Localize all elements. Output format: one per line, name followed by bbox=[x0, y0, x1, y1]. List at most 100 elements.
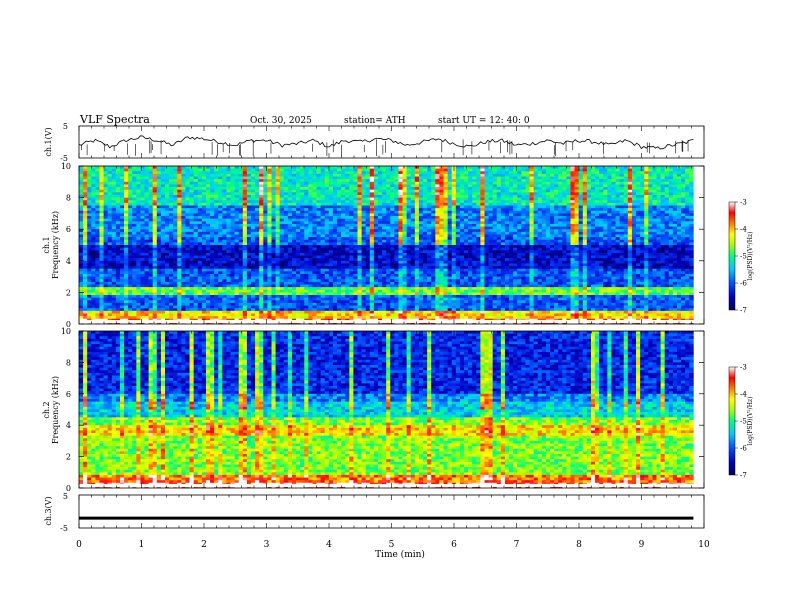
spectrogram-cell bbox=[169, 258, 174, 262]
spectrogram-cell bbox=[185, 295, 190, 298]
spectrogram-cell bbox=[308, 266, 313, 269]
spectrogram-cell bbox=[148, 258, 154, 262]
spectrogram-cell bbox=[222, 242, 227, 246]
spectrogram-cell bbox=[181, 252, 186, 256]
spectrogram-cell bbox=[296, 279, 301, 283]
spectrogram-cell bbox=[304, 279, 309, 283]
spectrogram-cell bbox=[378, 229, 383, 233]
spectrogram-cell bbox=[279, 173, 285, 177]
spectrogram-cell bbox=[218, 297, 223, 301]
spectrogram-cell bbox=[99, 271, 104, 275]
spectrogram-cell bbox=[341, 268, 346, 272]
spectrogram-cell bbox=[128, 266, 133, 269]
spectrogram-cell bbox=[156, 176, 162, 180]
spectrogram-cell bbox=[304, 310, 309, 314]
spectrogram-cell bbox=[193, 237, 199, 241]
spectrogram-cell bbox=[373, 308, 379, 312]
spectrogram-cell bbox=[259, 237, 264, 241]
spectrogram-cell bbox=[308, 184, 313, 188]
spectrogram-cell bbox=[296, 268, 301, 272]
spectrogram-cell bbox=[394, 171, 399, 175]
spectrogram-cell bbox=[300, 231, 305, 235]
spectrogram-cell bbox=[144, 250, 149, 254]
spectrogram-cell bbox=[205, 223, 211, 227]
spectrogram-cell bbox=[111, 308, 117, 312]
spectrogram-cell bbox=[312, 221, 317, 225]
spectrogram-cell bbox=[337, 289, 342, 293]
spectrogram-cell bbox=[173, 305, 178, 309]
spectrogram-cell bbox=[165, 245, 170, 248]
spectrogram-cell bbox=[181, 271, 186, 275]
spectrogram-cell bbox=[132, 176, 137, 180]
spectrogram-cell bbox=[320, 279, 326, 283]
spectrogram-cell bbox=[308, 242, 313, 246]
spectrogram-cell bbox=[296, 171, 301, 175]
spectrogram-cell bbox=[87, 197, 92, 201]
spectrogram-cell bbox=[197, 297, 203, 301]
spectrogram-cell bbox=[181, 310, 186, 314]
spectrogram-cell bbox=[128, 281, 133, 285]
spectrogram-cell bbox=[124, 202, 129, 206]
spectrogram-cell bbox=[238, 194, 244, 198]
spectrogram-cell bbox=[173, 216, 178, 219]
spectrogram-cell bbox=[160, 226, 166, 230]
spectrogram-cell bbox=[414, 210, 420, 214]
spectrogram-cell bbox=[349, 281, 354, 285]
spectrogram-cell bbox=[406, 197, 412, 201]
spectrogram-cell bbox=[87, 223, 92, 227]
spectrogram-cell bbox=[320, 166, 326, 169]
spectrogram-cell bbox=[332, 263, 338, 267]
spectrogram-cell bbox=[238, 166, 244, 169]
spectrogram-cell bbox=[156, 263, 162, 267]
spectrogram-cell bbox=[218, 305, 223, 309]
spectrogram-cell bbox=[332, 252, 338, 256]
spectrogram-cell bbox=[193, 218, 199, 222]
spectrogram-cell bbox=[296, 252, 301, 256]
spectrogram-cell bbox=[119, 213, 125, 217]
spectrogram-cell bbox=[357, 289, 362, 293]
spectrogram-cell bbox=[79, 260, 84, 264]
spectrogram-cell bbox=[173, 218, 178, 222]
spectrogram-cell bbox=[353, 192, 358, 196]
spectrogram-cell bbox=[226, 252, 231, 256]
spectrogram-cell bbox=[144, 239, 149, 243]
spectrogram-cell bbox=[382, 292, 387, 296]
spectrogram-cell bbox=[115, 197, 121, 201]
spectrogram-cell bbox=[234, 239, 240, 243]
spectrogram-cell bbox=[267, 281, 272, 285]
spectrogram-cell bbox=[234, 287, 240, 291]
spectrogram-cell bbox=[291, 221, 297, 225]
spectrogram-cell bbox=[148, 171, 154, 175]
spectrogram-cell bbox=[201, 308, 207, 312]
spectrogram-cell bbox=[410, 187, 416, 190]
spectrogram-cell bbox=[83, 292, 88, 296]
spectrogram-cell bbox=[115, 216, 121, 219]
spectrogram-cell bbox=[132, 205, 137, 209]
spectrogram-cell bbox=[386, 268, 391, 272]
spectrogram-cell bbox=[386, 297, 391, 301]
spectrogram-cell bbox=[267, 176, 272, 180]
spectrogram-cell bbox=[218, 247, 223, 251]
spectrogram-cell bbox=[218, 310, 223, 314]
spectrogram-cell bbox=[177, 300, 182, 304]
spectrogram-cell bbox=[341, 173, 346, 177]
spectrogram-cell bbox=[210, 287, 215, 291]
spectrogram-cell bbox=[291, 310, 297, 314]
spectrogram-cell bbox=[222, 179, 227, 183]
spectrogram-cell bbox=[328, 308, 334, 312]
spectrogram-cell bbox=[91, 276, 96, 280]
spectrogram-cell bbox=[390, 242, 395, 246]
spectrogram-cell bbox=[242, 184, 248, 188]
spectrogram-cell bbox=[349, 308, 354, 312]
spectrogram-cell bbox=[193, 292, 199, 296]
spectrogram-cell bbox=[341, 184, 346, 188]
spectrogram-cell bbox=[83, 239, 88, 243]
spectrogram-cell bbox=[136, 205, 141, 209]
spectrogram-cell bbox=[226, 231, 231, 235]
spectrogram-cell bbox=[119, 197, 125, 201]
spectrogram-cell bbox=[87, 247, 92, 251]
spectrogram-cell bbox=[378, 208, 383, 212]
spectrogram-cell bbox=[279, 263, 285, 267]
spectrogram-cell bbox=[369, 234, 375, 238]
spectrogram-cell bbox=[283, 202, 289, 206]
